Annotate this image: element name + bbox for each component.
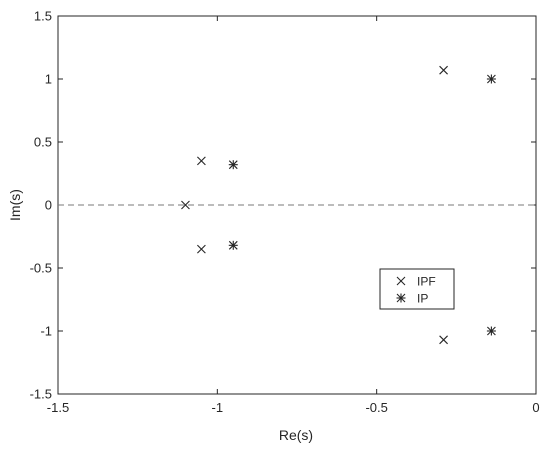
ip-point [486,326,496,336]
ip-point [228,240,238,250]
legend-box [379,268,455,310]
plot-area: -1.5 -1 -0.5 0 -1.5 -1 -0.5 0 0.5 1 1.5 [30,9,540,416]
legend: IPF IP [379,268,455,310]
y-tick-label: 1.5 [34,9,52,24]
legend-label-ipf: IPF [417,275,436,289]
y-tick-label: 1 [45,72,52,87]
y-tick-label: 0 [45,198,52,213]
ip-point [228,160,238,170]
y-tick-label: 0.5 [34,135,52,150]
ipf-point [181,200,190,210]
x-tick-label: -1 [212,400,224,415]
legend-marker-ipf [396,276,406,286]
y-axis-label: Im(s) [7,189,23,221]
y-tick-label: -0.5 [30,261,52,276]
ipf-point [197,244,206,254]
legend-label-ip: IP [417,292,428,306]
x-axis-label: Re(s) [279,427,313,443]
y-tick-label: -1 [40,324,52,339]
ip-point [486,74,496,84]
legend-marker-ip [396,293,406,303]
x-tick-label: -1.5 [47,400,69,415]
x-tick-label: -0.5 [365,400,387,415]
y-tick-label: -1.5 [30,387,52,402]
ipf-point [439,335,448,345]
ipf-point [439,65,448,75]
ipf-point [197,156,206,166]
x-tick-label: 0 [532,400,539,415]
